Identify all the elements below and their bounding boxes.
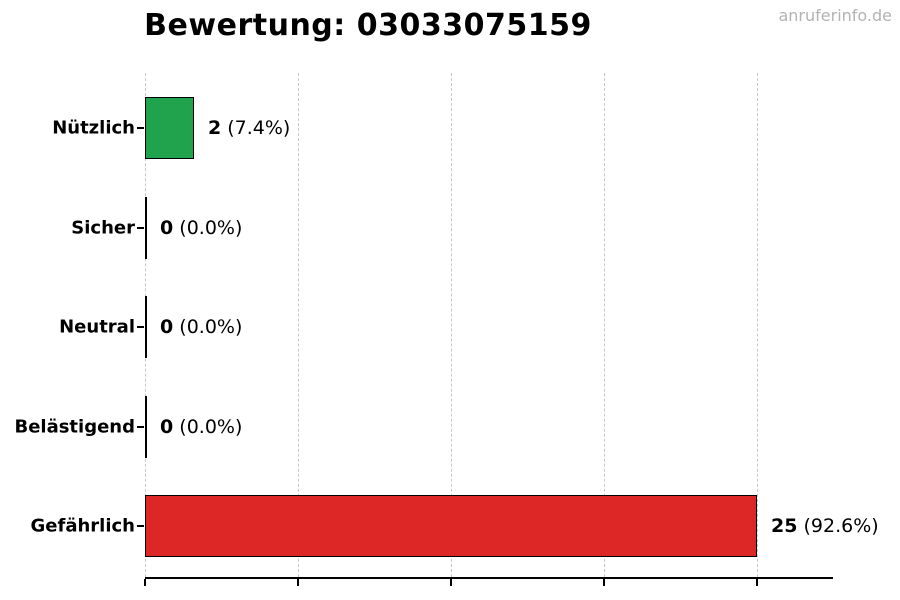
x-tick-mark <box>756 579 758 586</box>
bar-belaestigend <box>145 396 147 458</box>
x-axis-line <box>145 577 833 579</box>
x-tick-mark <box>603 579 605 586</box>
chart-title: Bewertung: 03033075159 <box>144 8 592 43</box>
value-label: 0 (0.0%) <box>160 217 243 239</box>
bar-row: Gefährlich 25 (92.6%) <box>0 495 900 557</box>
category-label: Belästigend <box>14 416 135 438</box>
value-label: 25 (92.6%) <box>771 515 879 537</box>
y-tick-mark <box>137 127 144 129</box>
gridline <box>451 73 452 577</box>
gridline <box>604 73 605 577</box>
bar-row: Belästigend 0 (0.0%) <box>0 396 900 458</box>
bar-row: Sicher 0 (0.0%) <box>0 197 900 259</box>
y-tick-mark <box>137 426 144 428</box>
category-label: Gefährlich <box>30 515 135 537</box>
value-label: 0 (0.0%) <box>160 416 243 438</box>
category-label: Neutral <box>59 316 135 338</box>
x-tick-mark <box>450 579 452 586</box>
bar-row: Nützlich 2 (7.4%) <box>0 97 900 159</box>
bar-neutral <box>145 296 147 358</box>
x-tick-mark <box>297 579 299 586</box>
category-label: Sicher <box>71 217 135 239</box>
bar-row: Neutral 0 (0.0%) <box>0 296 900 358</box>
x-tick-mark <box>144 579 146 586</box>
y-tick-mark <box>137 525 144 527</box>
category-label: Nützlich <box>52 117 135 139</box>
bar-gefaehrlich <box>145 495 757 557</box>
bar-sicher <box>145 197 147 259</box>
gridline <box>298 73 299 577</box>
y-tick-mark <box>137 227 144 229</box>
bar-nuetzlich <box>145 97 194 159</box>
gridline <box>757 73 758 577</box>
y-tick-mark <box>137 326 144 328</box>
value-label: 0 (0.0%) <box>160 316 243 338</box>
watermark-text: anruferinfo.de <box>778 6 892 25</box>
value-label: 2 (7.4%) <box>207 117 291 139</box>
